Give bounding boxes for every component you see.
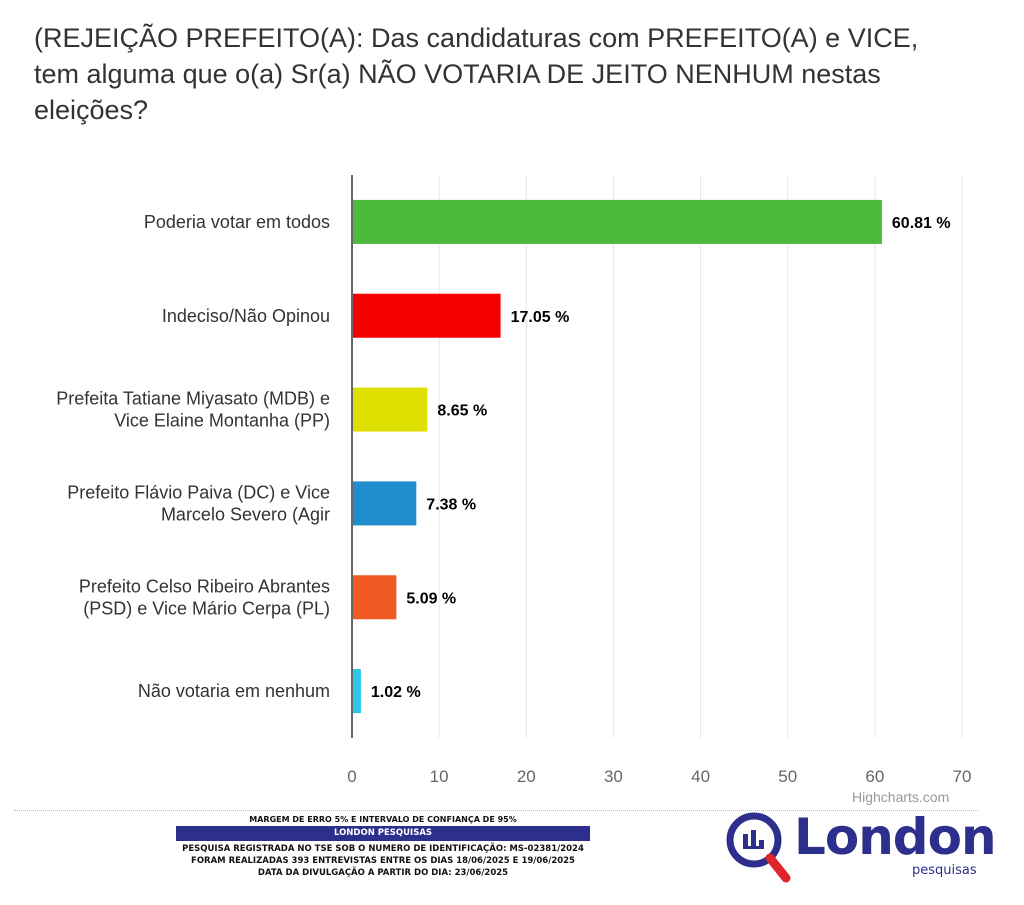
category-label: (PSD) e Vice Mário Cerpa (PL) [83, 598, 330, 618]
bar [353, 669, 361, 714]
x-tick-label: 10 [430, 767, 449, 786]
x-tick-label: 50 [778, 767, 797, 786]
category-label: Não votaria em nenhum [138, 681, 330, 701]
x-tick-label: 70 [953, 767, 972, 786]
logo-wordmark: London [794, 808, 997, 866]
category-label: Marcelo Severo (Agir [161, 504, 330, 524]
data-label: 1.02 % [371, 684, 421, 701]
x-tick-label: 60 [865, 767, 884, 786]
data-label: 17.05 % [511, 309, 570, 326]
survey-footer: MARGEM DE ERRO 5% E INTERVALO DE CONFIAN… [176, 814, 590, 879]
data-label: 5.09 % [406, 590, 456, 607]
category-label: Prefeito Flávio Paiva (DC) e Vice [67, 482, 330, 502]
company-banner: LONDON PESQUISAS [176, 826, 590, 841]
chart-panel [14, 10, 978, 811]
bar [353, 387, 428, 432]
bar [353, 481, 417, 526]
category-label: Prefeito Celso Ribeiro Abrantes [79, 576, 330, 596]
x-tick-label: 40 [691, 767, 710, 786]
chart-title: (REJEIÇÃO PREFEITO(A): Das candidaturas … [34, 23, 919, 125]
interviews-text: FORAM REALIZADAS 393 ENTREVISTAS ENTRE O… [191, 856, 575, 866]
data-label: 60.81 % [892, 215, 951, 232]
x-tick-label: 20 [517, 767, 536, 786]
bar-chart: 0 10 20 30 40 50 60 70 60.81 % Poderia votar em t… [56, 175, 972, 786]
london-logo: London pesquisas [724, 808, 997, 892]
bar [353, 293, 501, 338]
x-tick-label: 30 [604, 767, 623, 786]
data-label: 8.65 % [437, 403, 487, 420]
category-label: Vice Elaine Montanha (PP) [114, 411, 330, 431]
bar [353, 199, 882, 244]
category-label: Indeciso/Não Opinou [162, 306, 330, 326]
category-label: Prefeita Tatiane Miyasato (MDB) e [56, 389, 330, 409]
bar [353, 575, 397, 620]
logo-subtitle: pesquisas [912, 863, 977, 878]
registration-text: PESQUISA REGISTRADA NO TSE SOB O NUMERO … [182, 844, 584, 854]
data-label: 7.38 % [426, 496, 476, 513]
x-tick-label: 0 [347, 767, 356, 786]
release-date-text: DATA DA DIVULGAÇÃO A PARTIR DO DIA: 23/0… [257, 868, 509, 878]
category-label: Poderia votar em todos [144, 212, 330, 232]
margin-of-error-text: MARGEM DE ERRO 5% E INTERVALO DE CONFIAN… [249, 815, 517, 824]
highcharts-credits[interactable]: Highcharts.com [852, 789, 950, 805]
magnifier-chart-icon [726, 812, 791, 883]
